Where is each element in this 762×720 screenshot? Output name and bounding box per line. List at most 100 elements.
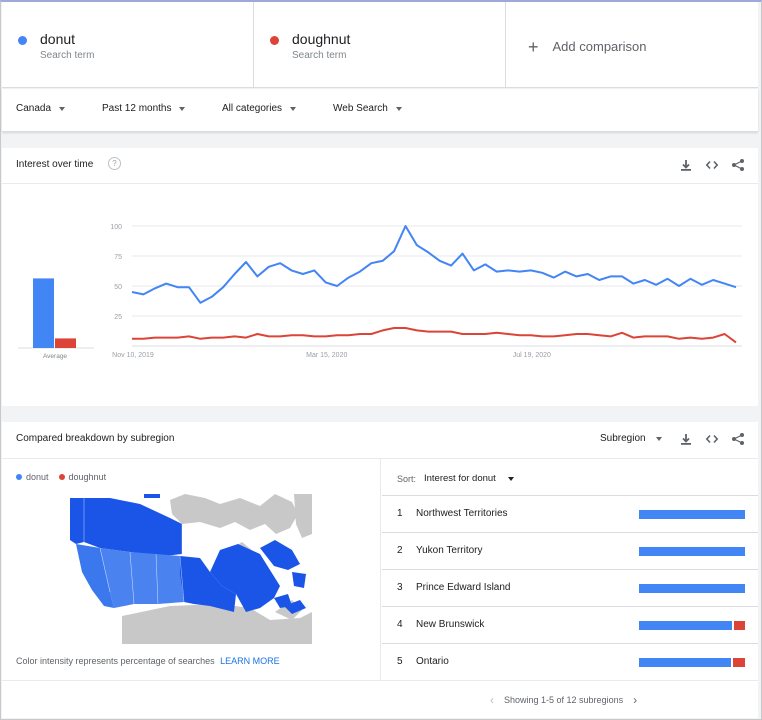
list-item[interactable]: 5 Ontario	[382, 644, 758, 681]
search-terms-bar: donut Search term doughnut Search term +…	[2, 2, 758, 88]
rank-number: 1	[397, 508, 403, 519]
card-tools	[679, 432, 745, 446]
help-icon[interactable]: ?	[108, 157, 121, 170]
filter-bar: Canada Past 12 months All categories Web…	[2, 89, 758, 132]
subregion-name: New Brunswick	[416, 619, 485, 630]
search-term-donut[interactable]: donut Search term	[2, 2, 254, 88]
time-range-value: Past 12 months	[102, 103, 172, 114]
chevron-right-icon[interactable]: ›	[633, 693, 638, 707]
category-dropdown[interactable]: All categories	[222, 103, 297, 114]
list-item[interactable]: 4 New Brunswick	[382, 607, 758, 644]
chevron-down-icon	[59, 106, 66, 111]
sort-value: Interest for donut	[424, 473, 496, 484]
y-tick-label: 50	[114, 284, 122, 291]
subregion-breakdown-card: Compared breakdown by subregion Subregio…	[2, 422, 758, 680]
term-type-label: Search term	[40, 50, 95, 61]
rank-number: 2	[397, 545, 403, 556]
legend-dot	[58, 474, 65, 480]
pagination: ‹ Showing 1-5 of 12 subregions ›	[490, 693, 637, 707]
map-footer: Color intensity represents percentage of…	[16, 656, 280, 666]
embed-icon[interactable]	[705, 432, 719, 446]
average-bar-doughnut	[55, 338, 76, 348]
add-comparison-button[interactable]: + Add comparison	[506, 2, 758, 88]
x-tick-label: Jul 19, 2020	[513, 352, 551, 359]
donut-bar	[639, 658, 732, 667]
chevron-down-icon	[395, 106, 402, 111]
map-legend: donut doughnut	[16, 472, 106, 482]
comparison-bar	[639, 547, 745, 556]
legend-item-donut: donut	[16, 472, 49, 482]
location-value: Canada	[16, 103, 52, 114]
plus-icon: +	[528, 36, 539, 57]
sort-row: Sort: Interest for donut	[382, 462, 758, 496]
comparison-bar	[639, 621, 745, 630]
interest-chart: 100 75 50 25 Average Nov 10, 2019 Mar 15, 2020…	[18, 224, 742, 360]
card-header: Interest over time ?	[2, 148, 758, 184]
series-line-donut	[131, 225, 737, 304]
card-title: Compared breakdown by subregion	[16, 433, 175, 444]
subregion-name: Yukon Territory	[416, 545, 483, 556]
comparison-bar	[639, 658, 745, 667]
series-line-doughnut	[132, 327, 737, 344]
subregion-name: Northwest Territories	[416, 508, 508, 519]
doughnut-bar	[733, 658, 745, 667]
doughnut-bar	[734, 621, 745, 630]
legend-label: doughnut	[68, 472, 107, 482]
subregion-name: Ontario	[416, 656, 449, 667]
series-color-dot	[270, 36, 279, 45]
color-intensity-note: Color intensity represents percentage of…	[16, 656, 215, 666]
list-item[interactable]: 3 Prince Edward Island	[382, 570, 758, 607]
card-title: Interest over time	[16, 159, 94, 170]
x-tick-label: Nov 10, 2019	[112, 352, 154, 359]
donut-bar	[639, 510, 745, 519]
share-icon[interactable]	[731, 158, 745, 172]
divider	[380, 459, 381, 680]
chevron-down-icon	[290, 106, 297, 111]
term-name[interactable]: doughnut	[292, 31, 351, 47]
category-value: All categories	[222, 103, 283, 114]
search-property-dropdown[interactable]: Web Search	[333, 103, 402, 114]
learn-more-link[interactable]: LEARN MORE	[220, 656, 280, 666]
chevron-down-icon	[507, 476, 514, 481]
donut-bar	[639, 621, 733, 630]
average-bar-donut	[33, 278, 54, 348]
y-tick-label: 100	[110, 224, 122, 231]
chevron-down-icon	[179, 106, 186, 111]
term-name[interactable]: donut	[40, 31, 76, 47]
term-type-label: Search term	[292, 50, 347, 61]
average-label: Average	[43, 353, 67, 360]
download-icon[interactable]	[679, 158, 693, 172]
search-property-value: Web Search	[333, 103, 388, 114]
rank-number: 3	[397, 582, 403, 593]
canada-map[interactable]	[70, 494, 312, 644]
comparison-bar	[639, 510, 745, 519]
rank-number: 5	[397, 656, 403, 667]
add-comparison-label: Add comparison	[552, 39, 647, 54]
location-dropdown[interactable]: Canada	[16, 103, 66, 114]
list-item[interactable]: 2 Yukon Territory	[382, 533, 758, 570]
series-color-dot	[18, 36, 27, 45]
card-tools	[679, 158, 745, 172]
view-value: Subregion	[600, 433, 646, 444]
subregion-name: Prince Edward Island	[416, 582, 511, 593]
rank-number: 4	[397, 619, 403, 630]
embed-icon[interactable]	[705, 158, 719, 172]
time-range-dropdown[interactable]: Past 12 months	[102, 103, 186, 114]
list-item[interactable]: 1 Northwest Territories	[382, 496, 758, 533]
sort-dropdown[interactable]: Interest for donut	[424, 473, 514, 484]
card-header: Compared breakdown by subregion Subregio…	[2, 422, 758, 458]
subregion-view-dropdown[interactable]: Subregion	[600, 433, 662, 444]
sort-label: Sort:	[397, 474, 417, 484]
x-tick-label: Mar 15, 2020	[306, 352, 347, 359]
chevron-left-icon[interactable]: ‹	[490, 693, 494, 707]
chevron-down-icon	[655, 436, 662, 441]
pagination-bar: ‹ Showing 1-5 of 12 subregions ›	[2, 680, 758, 718]
legend-item-doughnut: doughnut	[58, 472, 107, 482]
interest-over-time-card: Interest over time ? 100 75 50 25 Average Nov…	[2, 148, 758, 406]
share-icon[interactable]	[731, 432, 745, 446]
legend-label: donut	[26, 472, 49, 482]
download-icon[interactable]	[679, 432, 693, 446]
legend-dot	[16, 474, 22, 480]
search-term-doughnut[interactable]: doughnut Search term	[254, 2, 506, 88]
y-tick-label: 75	[114, 254, 122, 261]
